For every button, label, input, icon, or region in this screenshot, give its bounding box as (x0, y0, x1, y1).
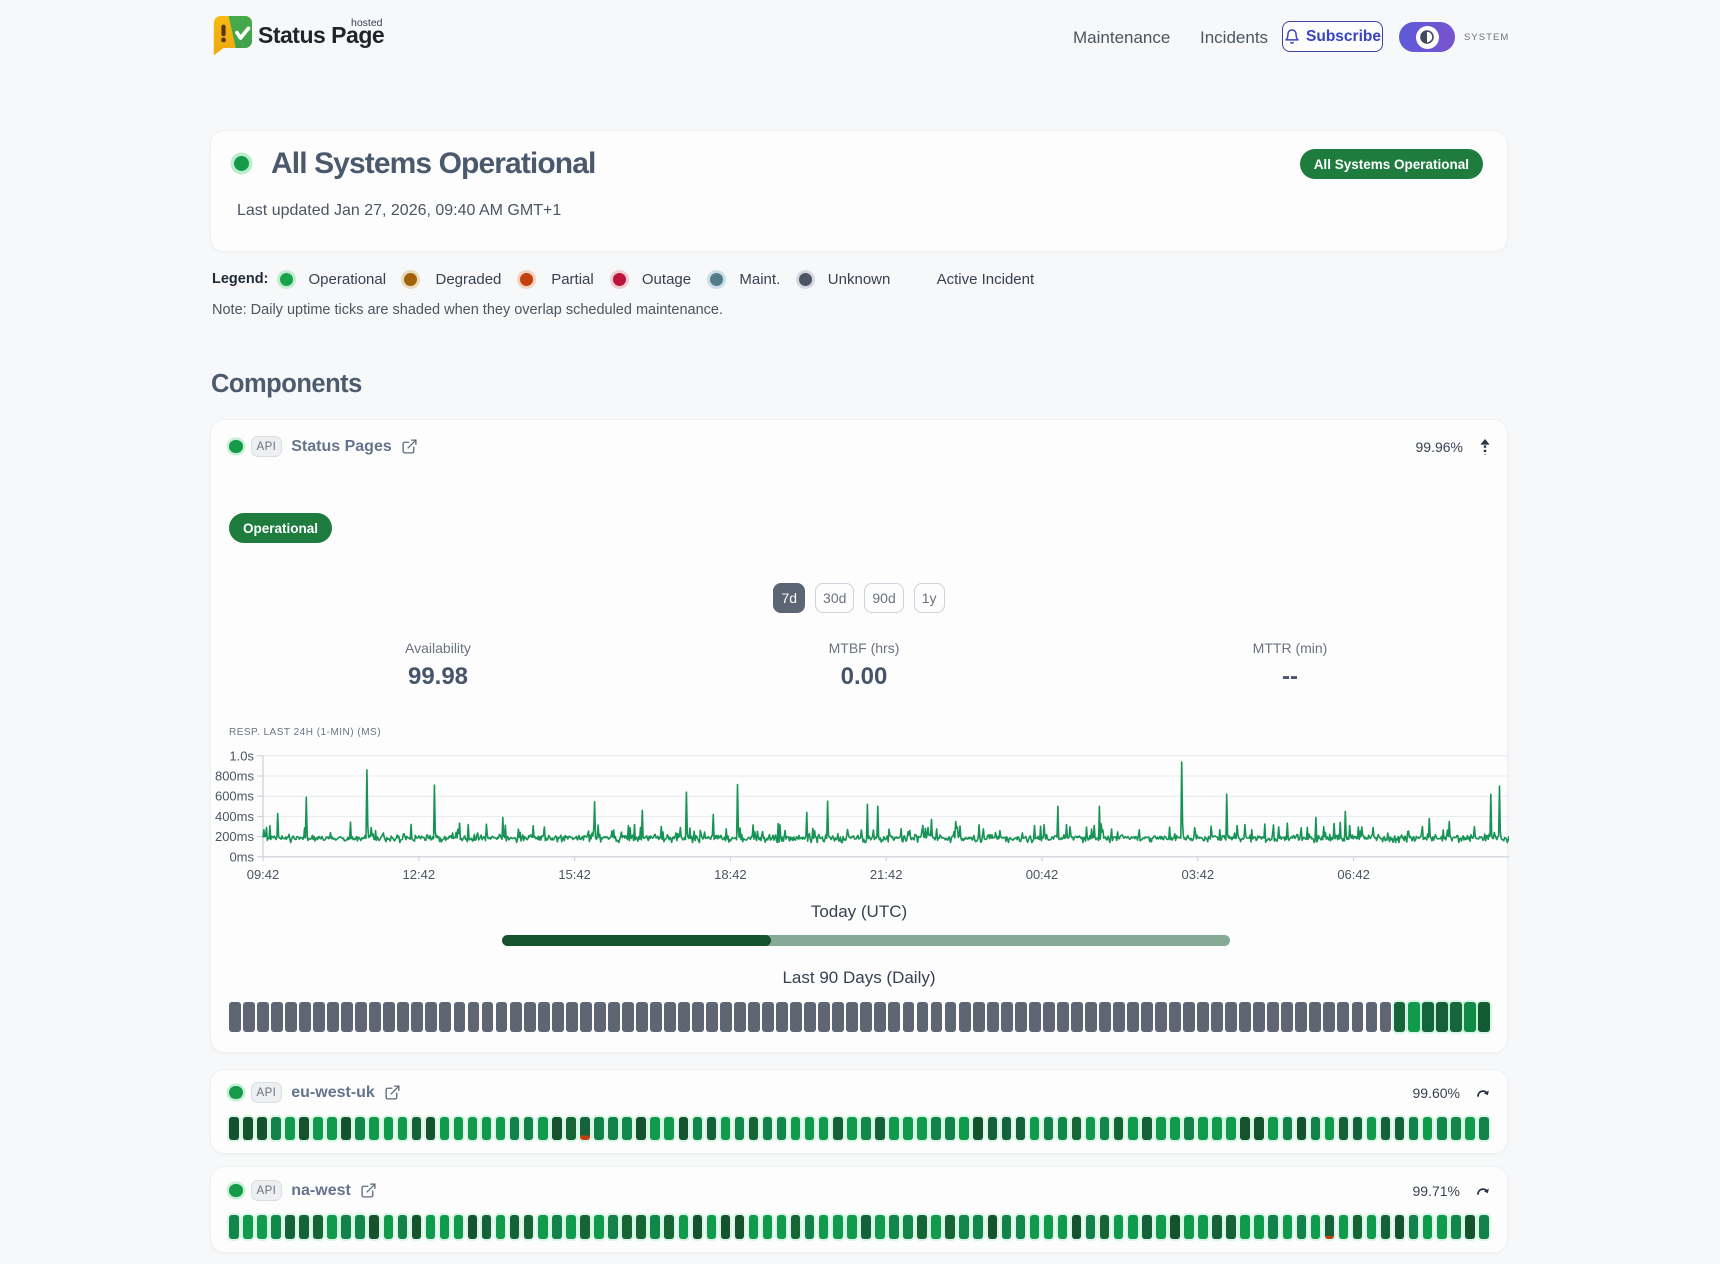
svg-text:600ms: 600ms (215, 789, 255, 804)
svg-text:400ms: 400ms (215, 809, 255, 824)
svg-text:09:42: 09:42 (247, 867, 280, 882)
svg-text:15:42: 15:42 (558, 867, 591, 882)
svg-text:200ms: 200ms (215, 829, 255, 844)
svg-text:18:42: 18:42 (714, 867, 747, 882)
svg-text:800ms: 800ms (215, 769, 255, 784)
svg-text:03:42: 03:42 (1182, 867, 1215, 882)
svg-text:1.0s: 1.0s (229, 748, 254, 763)
svg-text:12:42: 12:42 (403, 867, 436, 882)
svg-text:21:42: 21:42 (870, 867, 903, 882)
svg-text:00:42: 00:42 (1026, 867, 1059, 882)
svg-text:06:42: 06:42 (1337, 867, 1370, 882)
svg-text:0ms: 0ms (229, 849, 254, 864)
